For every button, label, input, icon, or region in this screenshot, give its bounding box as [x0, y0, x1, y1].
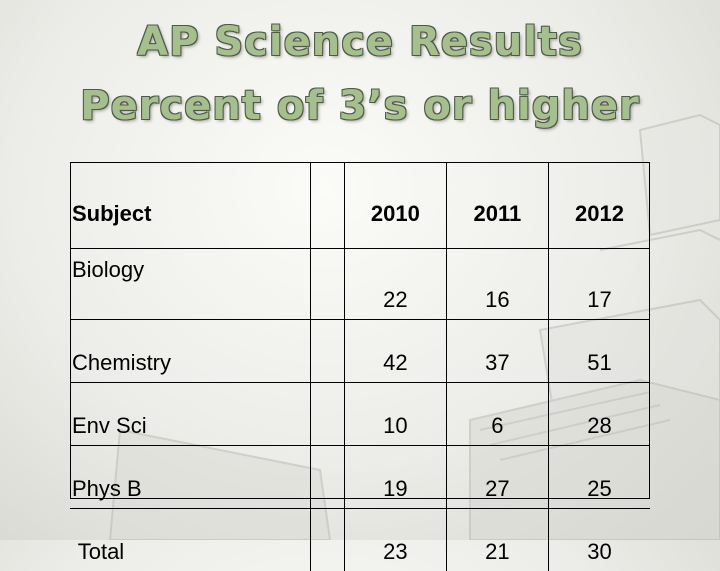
- row-value: 25: [548, 446, 650, 509]
- table-header-row: Subject 2010 2011 2012: [70, 162, 650, 249]
- spacer-cell: [311, 320, 344, 383]
- row-value: 51: [548, 320, 650, 383]
- header-subject: Subject: [70, 162, 311, 249]
- results-table: Subject 2010 2011 2012 Biology 22 16 17 …: [70, 162, 650, 571]
- title-line-2: Percent of 3’s or higher: [0, 74, 720, 138]
- row-value: 10: [344, 383, 446, 446]
- header-year-2011: 2011: [446, 162, 548, 249]
- spacer-cell: [311, 249, 344, 320]
- row-subject: Biology: [70, 249, 311, 320]
- row-value: 42: [344, 320, 446, 383]
- row-subject: Env Sci: [70, 383, 311, 446]
- table-row-phys-b: Phys B 19 27 25: [70, 446, 650, 509]
- row-value: 6: [446, 383, 548, 446]
- row-value: 28: [548, 383, 650, 446]
- spacer-cell: [311, 383, 344, 446]
- spacer-cell: [311, 162, 344, 249]
- table-row-env-sci: Env Sci 10 6 28: [70, 383, 650, 446]
- row-subject: Chemistry: [70, 320, 311, 383]
- row-value: 37: [446, 320, 548, 383]
- spacer-cell: [311, 446, 344, 509]
- header-year-2010: 2010: [344, 162, 446, 249]
- header-year-2012: 2012: [548, 162, 650, 249]
- row-value: 19: [344, 446, 446, 509]
- row-value: 27: [446, 446, 548, 509]
- table-row-chemistry: Chemistry 42 37 51: [70, 320, 650, 383]
- title-line-1: AP Science Results: [0, 10, 720, 74]
- row-value: 17: [548, 249, 650, 320]
- slide-title: AP Science Results Percent of 3’s or hig…: [0, 10, 720, 138]
- row-value: 16: [446, 249, 548, 320]
- row-subject: Phys B: [70, 446, 311, 509]
- row-value: 22: [344, 249, 446, 320]
- table-row-biology: Biology 22 16 17: [70, 249, 650, 320]
